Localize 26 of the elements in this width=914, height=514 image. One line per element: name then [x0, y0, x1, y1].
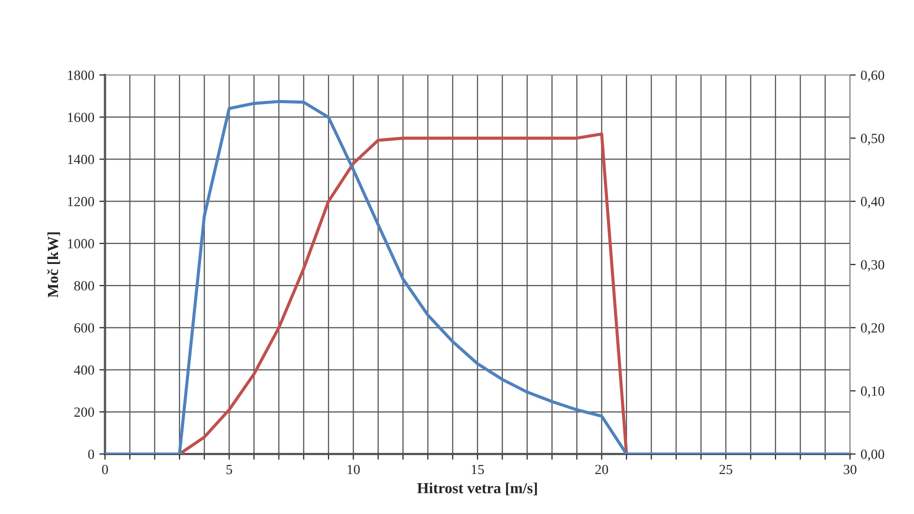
x-tick-label: 10: [348, 464, 360, 474]
x-tick-label: 15: [472, 464, 484, 474]
y-tick-label: 0: [88, 450, 94, 459]
y-tick-label: 800: [74, 281, 94, 291]
x-tick-label: 30: [844, 464, 856, 474]
y-tick-label: 400: [74, 365, 94, 375]
y2-tick-label: 0,40: [860, 196, 884, 208]
x-tick-label: 5: [226, 464, 232, 474]
y-tick-label: 600: [74, 323, 94, 333]
y-tick-label: 1200: [68, 196, 94, 206]
y-tick-label: 1800: [68, 70, 94, 80]
y2-tick-label: 0,50: [860, 134, 884, 146]
x-tick-label: 20: [595, 464, 608, 474]
y2-tick-label: 0,20: [860, 323, 884, 335]
y2-tick-label: 0,10: [860, 386, 884, 398]
y-tick-label: 1000: [68, 239, 94, 248]
y-tick-label: 1400: [68, 154, 94, 164]
y2-tick-label: 0,00: [860, 450, 884, 461]
y-axis-title: Moč [kW]: [47, 232, 60, 298]
y2-tick-label: 0,60: [860, 70, 884, 82]
x-axis-title: Hitrost vetra [m/s]: [417, 482, 537, 496]
y-tick-label: 1600: [68, 112, 94, 122]
y2-tick-label: 0,30: [860, 260, 884, 272]
x-tick-label: 25: [720, 464, 732, 474]
x-tick-label: 0: [102, 464, 108, 474]
y-tick-label: 200: [74, 407, 94, 417]
